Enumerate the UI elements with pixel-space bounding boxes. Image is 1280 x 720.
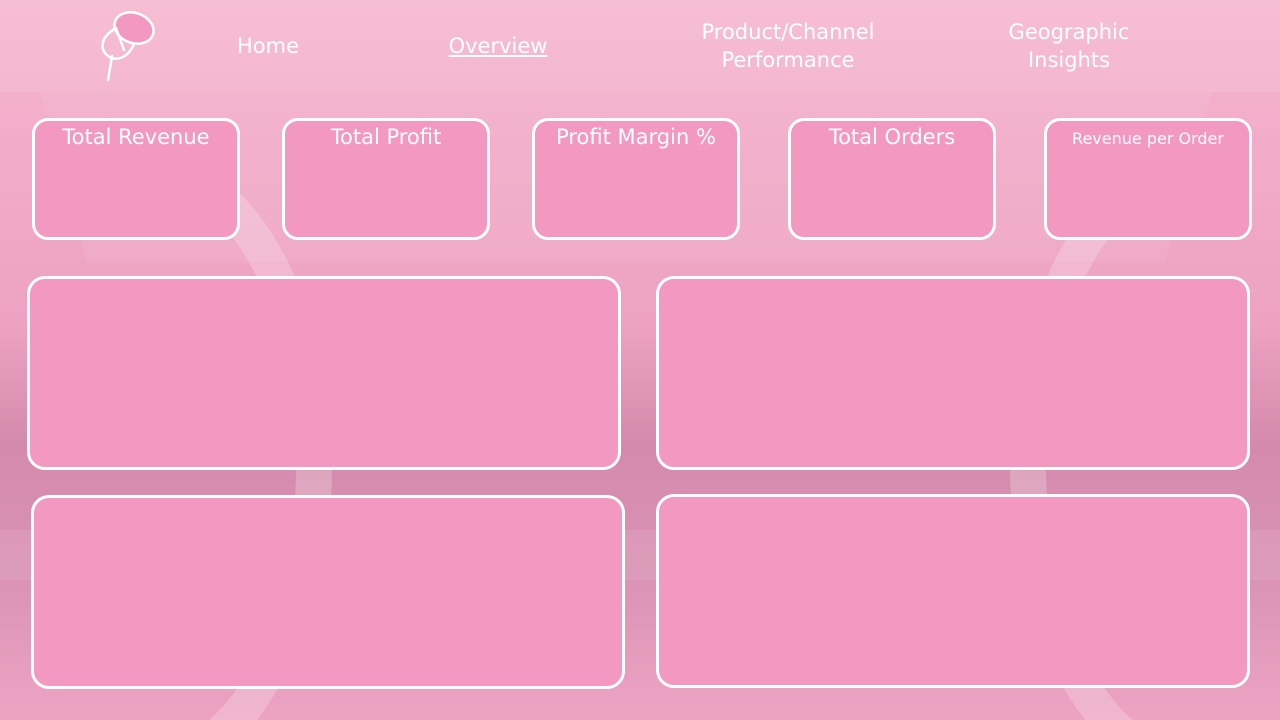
chart-panel-top-left[interactable] — [27, 276, 621, 470]
kpi-title: Revenue per Order — [1072, 129, 1224, 148]
kpi-card-revenue-per-order[interactable]: Revenue per Order — [1044, 118, 1252, 240]
nav-product-channel-link[interactable]: Product/Channel Performance — [701, 20, 875, 72]
kpi-card-profit-margin[interactable]: Profit Margin % — [532, 118, 740, 240]
pushpin-icon[interactable] — [94, 6, 160, 86]
kpi-title: Total Revenue — [62, 125, 210, 149]
top-nav: Home Overview Product/Channel Performanc… — [0, 0, 1280, 92]
nav-overview-link[interactable]: Overview — [448, 34, 548, 58]
kpi-title: Total Profit — [330, 125, 442, 149]
nav-geographic-insights-link[interactable]: Geographic Insights — [1008, 20, 1130, 72]
kpi-card-total-revenue[interactable]: Total Revenue — [32, 118, 240, 240]
kpi-card-total-profit[interactable]: Total Profit — [282, 118, 490, 240]
chart-panel-bottom-right[interactable] — [656, 494, 1250, 688]
chart-panel-top-right[interactable] — [656, 276, 1250, 470]
nav-home-link[interactable]: Home — [236, 34, 299, 58]
chart-panel-bottom-left[interactable] — [31, 495, 625, 689]
kpi-title: Total Orders — [828, 125, 956, 149]
kpi-title: Profit Margin % — [556, 125, 716, 149]
kpi-card-total-orders[interactable]: Total Orders — [788, 118, 996, 240]
